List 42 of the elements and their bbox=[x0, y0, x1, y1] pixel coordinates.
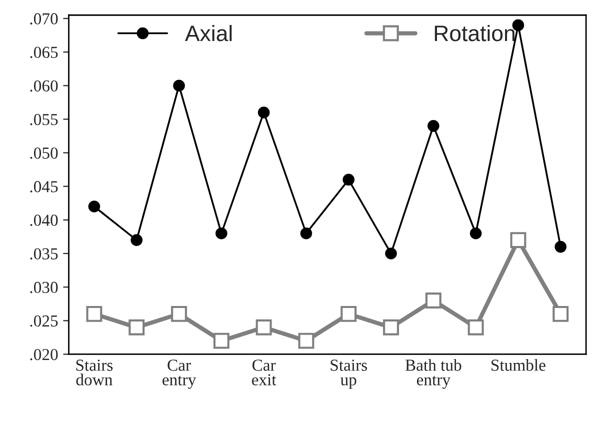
y-tick-label: .020 bbox=[30, 348, 58, 360]
point bbox=[258, 106, 270, 118]
x-tick-label: Car entry bbox=[162, 360, 196, 389]
y-tick-label: .030 bbox=[30, 282, 58, 294]
y-tick-label: .040 bbox=[30, 214, 58, 226]
point bbox=[171, 306, 187, 322]
x-tick-label: Bath tub entry bbox=[405, 359, 462, 389]
point bbox=[300, 227, 312, 240]
point bbox=[340, 306, 357, 322]
x-tick-label: Stairs down bbox=[76, 360, 113, 386]
y-tick-label: .025 bbox=[30, 315, 58, 327]
y-tick-label: .045 bbox=[30, 181, 58, 192]
y-tick-label: .060 bbox=[30, 80, 58, 92]
point bbox=[128, 319, 145, 336]
point bbox=[173, 80, 185, 92]
point bbox=[130, 234, 143, 246]
y-tick-label: .055 bbox=[30, 114, 58, 126]
point bbox=[468, 319, 484, 336]
legend-label: Axial bbox=[184, 24, 232, 42]
y-tick-label: .065 bbox=[30, 46, 58, 58]
y-tick-label: .035 bbox=[30, 248, 58, 260]
y-tick-label: .070 bbox=[30, 13, 58, 24]
point bbox=[88, 200, 100, 212]
point bbox=[86, 306, 102, 322]
legend-label: Rotation bbox=[434, 24, 514, 42]
point bbox=[256, 319, 272, 336]
point bbox=[298, 332, 314, 349]
x-tick-label: Car exit bbox=[252, 360, 276, 386]
point bbox=[342, 174, 355, 186]
point bbox=[554, 240, 567, 253]
y-tick-label: .050 bbox=[30, 147, 58, 159]
x-tick-label: Stairs up bbox=[330, 360, 367, 389]
point bbox=[383, 319, 399, 336]
point bbox=[216, 227, 228, 240]
point bbox=[510, 232, 526, 248]
x-tick-label: Stumble bbox=[492, 359, 546, 371]
point bbox=[425, 292, 442, 309]
point bbox=[213, 332, 230, 349]
point bbox=[427, 120, 440, 132]
point bbox=[470, 227, 482, 240]
point bbox=[385, 248, 397, 260]
point bbox=[552, 306, 569, 322]
